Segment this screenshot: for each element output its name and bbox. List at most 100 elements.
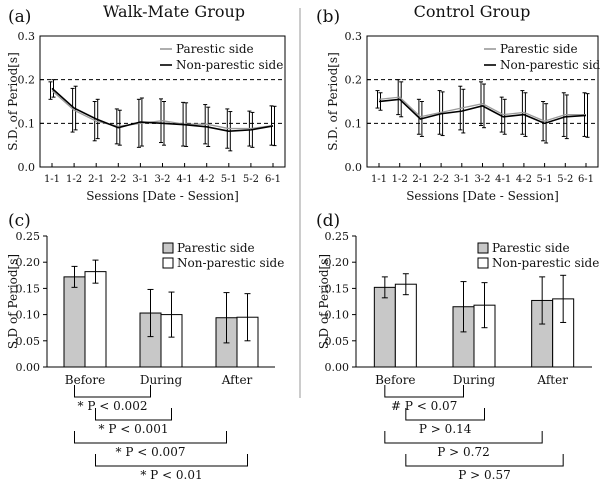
bar-parestic xyxy=(63,276,86,368)
x-tick-label: 5-2 xyxy=(243,174,259,185)
series-line-non-parestic xyxy=(51,87,274,132)
series-line-parestic xyxy=(51,90,274,130)
x-tick-label: 5-1 xyxy=(537,174,553,185)
y-tick-label: 0.15 xyxy=(325,282,350,295)
x-tick-label: 5-2 xyxy=(557,174,573,185)
y-axis-title: S.D of Period[s] xyxy=(6,254,20,349)
y-tick-label: 0.1 xyxy=(18,117,36,130)
walkmate-group-title: Walk-Mate Group xyxy=(103,2,245,21)
x-tick-label: 6-1 xyxy=(578,174,594,185)
control-group-title: Control Group xyxy=(414,2,531,21)
y-axis-title: S.D of Period[s] xyxy=(317,254,331,349)
y-tick-label: 0.15 xyxy=(16,282,41,295)
legend-label: Non-parestic side xyxy=(176,58,283,72)
x-tick-label: 1-1 xyxy=(371,174,387,185)
x-tick-label: 3-2 xyxy=(154,174,170,185)
x-tick-label: 2-2 xyxy=(110,174,126,185)
x-tick-label: 2-1 xyxy=(88,174,104,185)
y-tick-label: 0.05 xyxy=(16,335,41,348)
y-tick-label: 0.3 xyxy=(345,30,363,43)
x-axis-title: Sessions [Date - Session] xyxy=(406,189,559,203)
x-tick-label: 1-2 xyxy=(66,174,82,185)
comparison-label: P > 0.14 xyxy=(419,422,472,436)
chart-a-walkmate-line: 0.0 0.1 0.2 0.3 1-1 1-2 2-1 2-2 3-1 3-2 4-1 4-2 5-1 5… xyxy=(6,30,286,203)
x-tick-label: 4-1 xyxy=(495,174,511,185)
comparison-bracket xyxy=(384,431,543,444)
comparison-label: * P < 0.007 xyxy=(116,445,186,459)
y-tick-label: 0.10 xyxy=(16,309,41,322)
x-tick-label: 4-2 xyxy=(516,174,532,185)
comparison-label: * P < 0.01 xyxy=(140,468,202,482)
legend-label: Parestic side xyxy=(177,241,255,255)
legend-label: Parestic side xyxy=(176,42,254,56)
comparison-label: * P < 0.001 xyxy=(99,422,169,436)
legend-label: Parestic side xyxy=(500,42,578,56)
chart-c-walkmate-bar: 0.00 0.05 0.10 0.15 0.20 0.25 Before During Afte… xyxy=(6,230,284,482)
comparison-label: P > 0.57 xyxy=(458,468,510,482)
y-tick-label: 0.20 xyxy=(16,256,41,269)
legend-label: Non-parestic side xyxy=(492,256,599,270)
chart-b-control-line: 0.0 0.1 0.2 0.3 1-1 1-2 2-1 2-2 3-1 3-2 4-1 4-2 5-1 5… xyxy=(326,30,600,203)
y-tick-label: 0.2 xyxy=(18,74,36,87)
y-tick-label: 0.10 xyxy=(325,309,350,322)
legend-swatch xyxy=(162,257,174,269)
panel-label-c: (c) xyxy=(8,211,31,231)
legend-label: Non-parestic side xyxy=(500,58,600,72)
comparison-bracket xyxy=(95,408,172,421)
x-tick-label: Before xyxy=(65,373,105,387)
y-tick-label: 0.05 xyxy=(325,335,350,348)
x-tick-label: 3-2 xyxy=(474,174,490,185)
x-tick-label: During xyxy=(140,373,183,387)
y-tick-label: 0.2 xyxy=(345,74,363,87)
bar-non-parestic xyxy=(84,271,107,368)
y-tick-label: 0.0 xyxy=(345,161,363,174)
x-tick-label: 3-1 xyxy=(132,174,148,185)
y-tick-label: 0.00 xyxy=(16,361,41,374)
legend-swatch xyxy=(477,257,489,269)
y-axis-title: S.D. of Period[s] xyxy=(326,52,340,151)
panel-label-d: (d) xyxy=(316,211,340,231)
x-tick-label: 2-2 xyxy=(433,174,449,185)
comparison-bracket xyxy=(95,454,248,467)
y-tick-label: 0.00 xyxy=(325,361,350,374)
y-tick-label: 0.20 xyxy=(325,256,350,269)
y-tick-label: 0.3 xyxy=(18,30,36,43)
chart-d-control-bar: 0.00 0.05 0.10 0.15 0.20 0.25 Before During Afte… xyxy=(317,230,599,482)
panel-label-a: (a) xyxy=(8,7,31,27)
legend-label: Parestic side xyxy=(492,241,570,255)
x-tick-label: During xyxy=(453,373,496,387)
x-tick-label: Before xyxy=(375,373,415,387)
legend-swatch xyxy=(477,242,489,254)
x-tick-label: After xyxy=(221,373,253,387)
y-tick-label: 0.0 xyxy=(18,161,36,174)
panel-label-b: (b) xyxy=(316,7,340,27)
legend-label: Non-parestic side xyxy=(177,256,284,270)
x-tick-label: 1-1 xyxy=(44,174,60,185)
x-tick-label: 4-2 xyxy=(199,174,215,185)
comparison-bracket xyxy=(405,454,564,467)
bar-parestic xyxy=(373,286,396,368)
x-tick-label: 2-1 xyxy=(412,174,428,185)
series-line-non-parestic xyxy=(378,98,587,125)
y-tick-label: 0.25 xyxy=(16,230,41,243)
comparison-bracket xyxy=(74,385,151,398)
legend-swatch xyxy=(162,242,174,254)
x-tick-label: After xyxy=(536,373,568,387)
x-axis-title: Sessions [Date - Session] xyxy=(86,189,239,203)
y-axis-title: S.D. of Period[s] xyxy=(6,52,20,151)
comparison-bracket xyxy=(384,385,464,398)
y-tick-label: 0.25 xyxy=(325,230,350,243)
y-tick-label: 0.1 xyxy=(345,117,363,130)
x-tick-label: 6-1 xyxy=(265,174,281,185)
comparison-label: P > 0.72 xyxy=(437,445,489,459)
comparison-bracket xyxy=(74,431,227,444)
bar-non-parestic xyxy=(394,283,417,368)
x-tick-label: 5-1 xyxy=(221,174,237,185)
series-line-parestic xyxy=(378,96,586,122)
comparison-label: # P < 0.07 xyxy=(391,399,457,413)
comparison-bracket xyxy=(405,408,485,421)
x-tick-label: 1-2 xyxy=(392,174,408,185)
x-tick-label: 4-1 xyxy=(177,174,193,185)
comparison-label: * P < 0.002 xyxy=(78,399,148,413)
